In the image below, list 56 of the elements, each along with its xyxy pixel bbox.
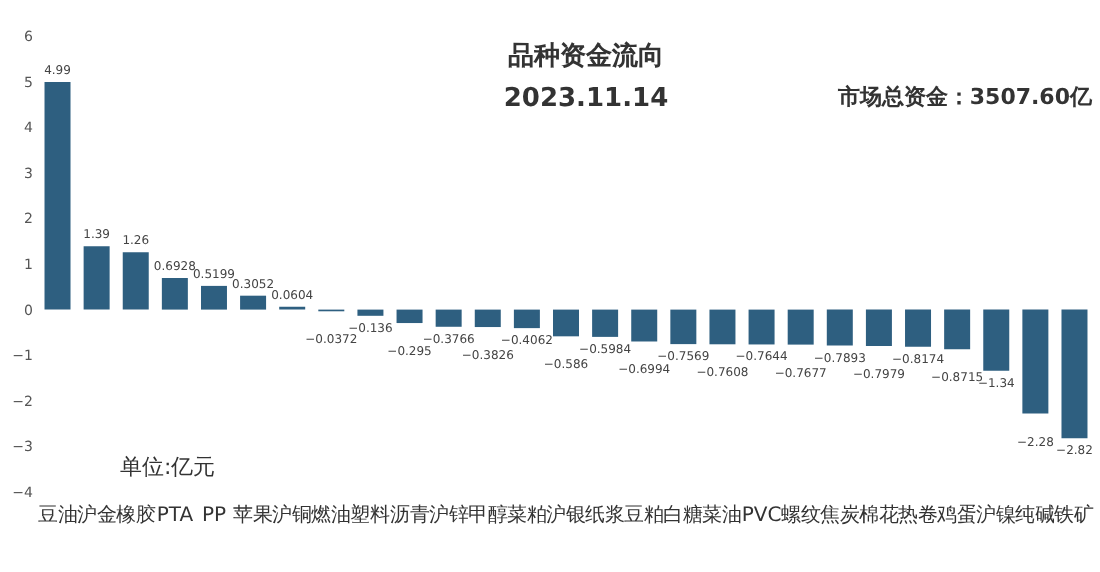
bar — [83, 246, 110, 310]
bar — [592, 309, 619, 337]
x-tick-label: 螺纹 — [780, 503, 821, 527]
bar — [865, 309, 892, 346]
bar — [44, 82, 71, 310]
x-tick-label: 纸浆 — [585, 503, 626, 527]
x-tick-label: 纯碱 — [1015, 503, 1056, 527]
bar — [513, 309, 540, 329]
x-tick-label: 鸡蛋 — [935, 503, 978, 527]
x-tick-label: 豆油 — [37, 503, 78, 527]
bar — [240, 295, 267, 310]
bar — [944, 309, 971, 350]
x-tick-label: 燃油 — [311, 503, 352, 527]
x-tick-label: 铁矿 — [1052, 503, 1095, 527]
x-tick-label: 沪金 — [76, 503, 117, 527]
x-tick-label: 橡胶 — [115, 503, 156, 527]
x-tick-label: PVC — [741, 505, 782, 527]
x-tick-label: 热卷 — [898, 503, 939, 527]
x-tick-label: 苹果 — [233, 503, 274, 527]
bar — [1022, 309, 1049, 414]
bar — [553, 309, 579, 337]
annotation: 市场总资金：3507.60亿 — [835, 84, 1094, 110]
x-tick-label: 沥青 — [389, 503, 430, 527]
bar — [122, 252, 149, 310]
x-tick-label: 焦炭 — [819, 503, 860, 527]
x-tick-label: 沪铜 — [272, 503, 313, 527]
x-tick-label: 沪锌 — [428, 503, 469, 527]
bar — [670, 309, 697, 345]
x-tick-label: PP — [201, 505, 227, 527]
text: 2023.11.14 — [503, 84, 669, 114]
x-tick-label: 沪镍 — [976, 503, 1017, 527]
bar — [983, 309, 1010, 371]
bar — [631, 309, 658, 342]
bar — [200, 285, 227, 310]
bar — [826, 309, 853, 346]
x-tick-label: 塑料 — [350, 503, 391, 527]
x-tick-label: 甲醇 — [467, 503, 508, 527]
x-tick-label: 豆粕 — [624, 505, 665, 527]
x-tick-label: 沪银 — [546, 503, 586, 527]
x-tick-label: 白糖 — [663, 503, 704, 527]
bar — [709, 309, 736, 345]
bar — [357, 309, 384, 316]
bar — [748, 309, 775, 345]
bar — [396, 309, 423, 324]
bar — [161, 278, 188, 310]
x-tick-label: PTA — [156, 505, 194, 527]
annotation: 单位:亿元 — [120, 454, 216, 480]
bar — [1061, 309, 1088, 439]
bar — [435, 309, 462, 327]
x-tick-label: 棉花 — [858, 503, 899, 527]
chart-title: 品种资金流向 — [508, 40, 664, 72]
x-tick-label: 菜油 — [702, 503, 743, 527]
bar — [905, 309, 932, 347]
x-tick-label: 菜粕 — [506, 503, 547, 527]
bar — [474, 309, 501, 328]
bar — [787, 309, 814, 345]
